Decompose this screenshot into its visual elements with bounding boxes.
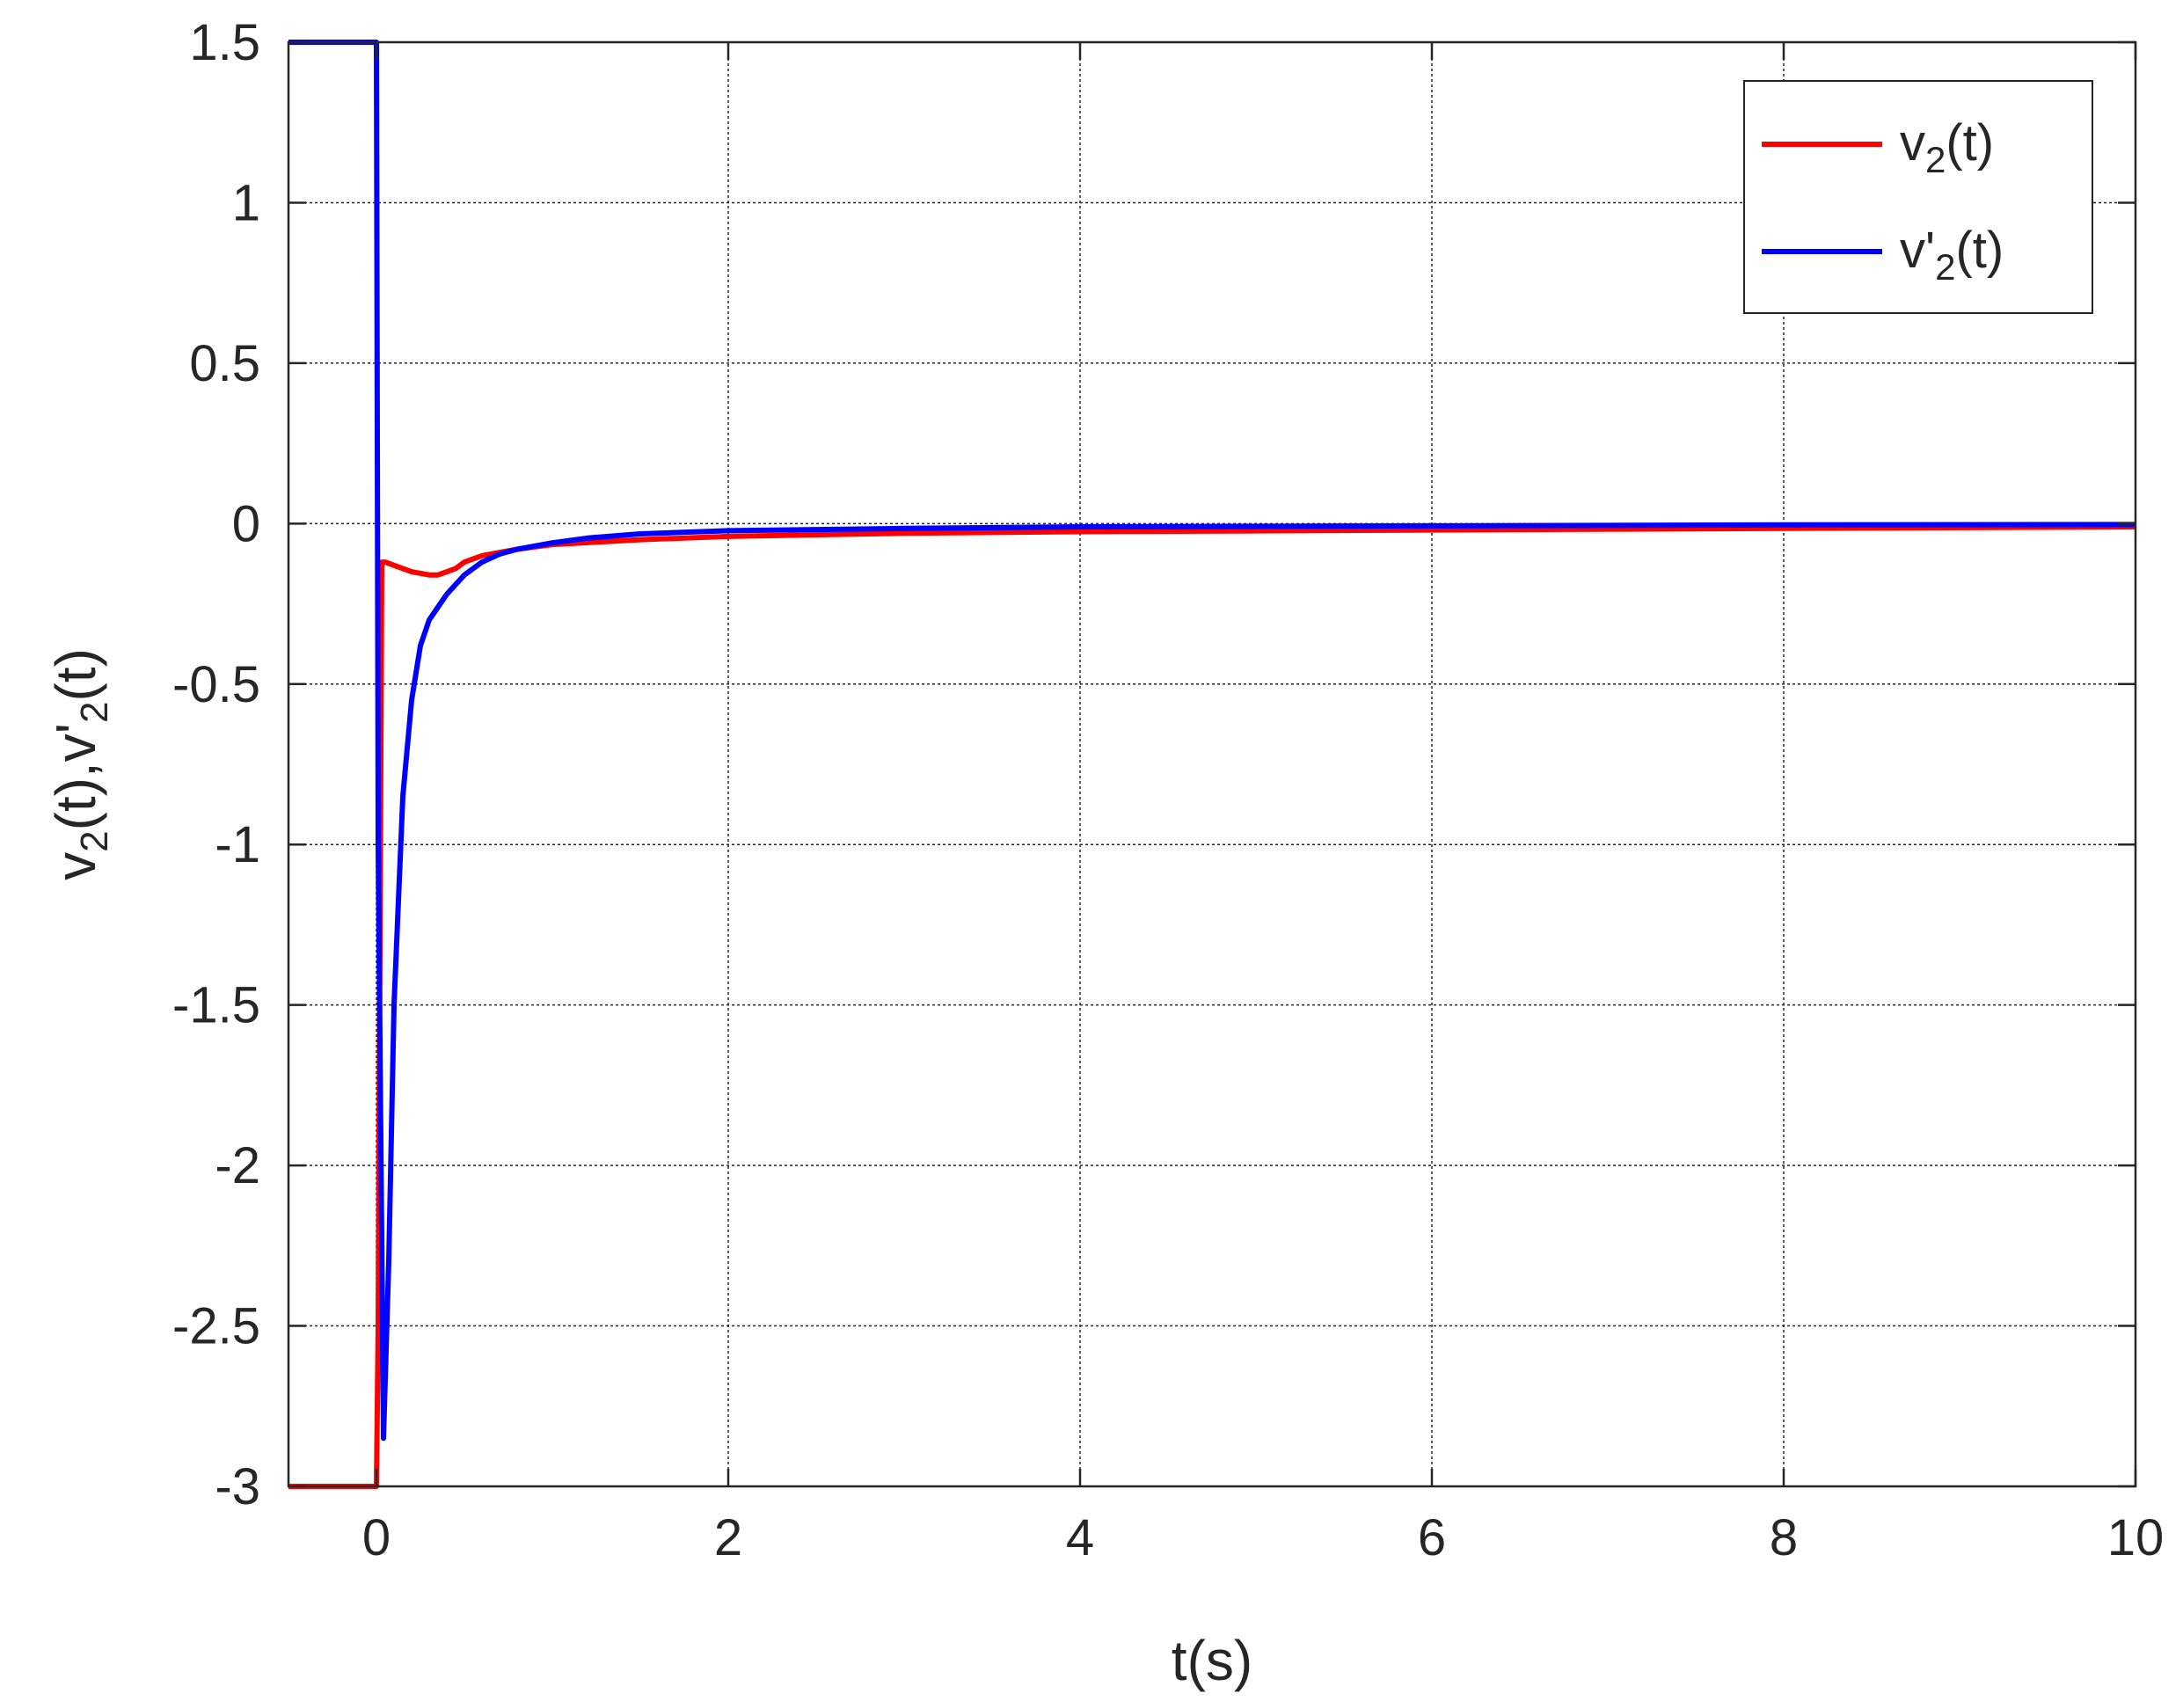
y-axis-label-end: (t) [44, 648, 107, 701]
y-axis-label-sub2: 2 [73, 702, 116, 723]
y-tick-label: -0.5 [172, 656, 260, 713]
y-axis-label: v2(t),v'2(t) [44, 648, 116, 880]
y-tick-label: -1.5 [172, 977, 260, 1034]
legend-label-v2-end: (t) [1946, 114, 1994, 172]
y-axis-label-sub: 2 [73, 830, 116, 851]
y-tick-label: -2 [215, 1137, 260, 1194]
legend-label-v2-base: v [1900, 114, 1925, 172]
y-axis-label-base: v [44, 852, 107, 880]
y-tick-label: 1.5 [189, 14, 260, 71]
legend: v2(t) v'2(t) [1743, 80, 2093, 314]
x-tick-label: 10 [2107, 1509, 2165, 1566]
x-tick-label: 8 [1770, 1509, 1798, 1566]
y-tick-labels: 1.5 1 0.5 0 -0.5 -1 -1.5 -2 -2.5 -3 [172, 14, 260, 1515]
y-tick-label: -2.5 [172, 1298, 260, 1355]
y-tick-label: -1 [215, 816, 260, 873]
y-tick-label: 1 [232, 174, 260, 231]
series-line-v2 [288, 524, 2136, 1489]
legend-label-v2-prime-base: v' [1900, 222, 1935, 279]
x-tick-label: 0 [362, 1509, 391, 1566]
x-axis-label: t(s) [1172, 1629, 1252, 1692]
y-tick-label: 0 [232, 495, 260, 552]
y-axis-label-mid: (t),v' [44, 723, 107, 830]
legend-label-v2-prime-sub: 2 [1935, 246, 1955, 288]
y-tick-label: -3 [215, 1458, 260, 1515]
x-tick-labels: 0 2 4 6 8 10 [362, 1509, 2164, 1566]
series-line-v2-prime [288, 40, 2136, 1442]
x-tick-label: 4 [1066, 1509, 1094, 1566]
y-tick-label: 0.5 [189, 335, 260, 392]
legend-label-v2-prime: v'2(t) [1900, 222, 2004, 288]
legend-label-v2: v2(t) [1900, 114, 1994, 180]
series-lines [288, 40, 2136, 1489]
x-tick-label: 6 [1418, 1509, 1446, 1566]
plot-frame [287, 40, 2137, 1488]
x-tick-label: 2 [714, 1509, 742, 1566]
legend-box [1743, 80, 2093, 314]
legend-label-v2-sub: 2 [1925, 139, 1946, 180]
tick-marks [288, 40, 2137, 1488]
legend-label-v2-prime-end: (t) [1955, 222, 2004, 279]
